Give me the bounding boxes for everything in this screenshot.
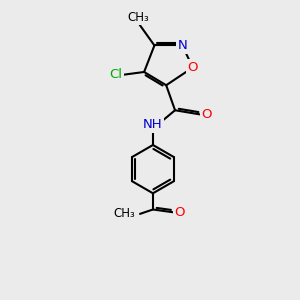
- Text: O: O: [202, 108, 212, 121]
- Text: Cl: Cl: [110, 68, 123, 81]
- Text: N: N: [178, 39, 187, 52]
- Text: O: O: [174, 206, 185, 219]
- Text: NH: NH: [143, 118, 163, 131]
- Text: CH₃: CH₃: [127, 11, 149, 24]
- Text: O: O: [188, 61, 198, 74]
- Text: CH₃: CH₃: [113, 207, 135, 220]
